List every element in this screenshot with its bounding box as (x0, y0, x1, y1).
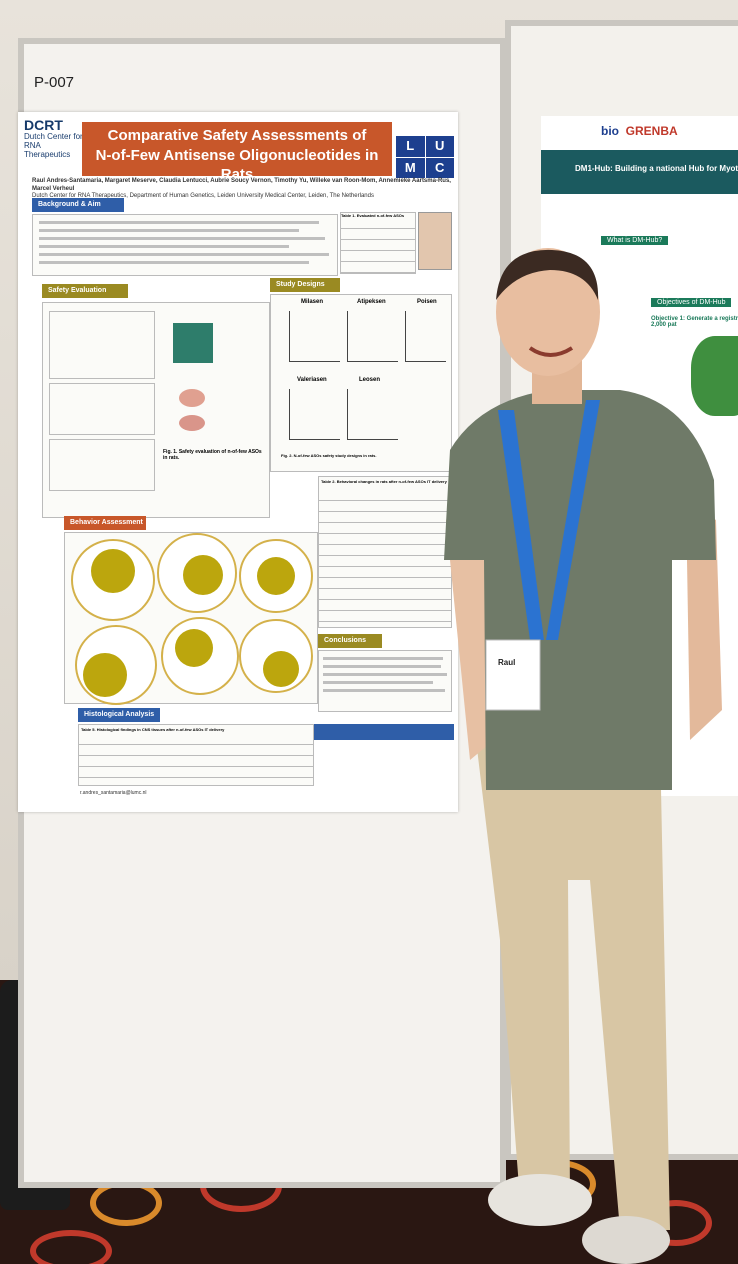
right-poster-subtitle-1: What is DM-Hub? (601, 236, 669, 245)
logo-grenba: GRENBA (625, 124, 678, 138)
right-poster-objective: Objective 1: Generate a registry of 2,00… (651, 316, 738, 328)
panel-valeriasen: Valeriasen (297, 377, 327, 383)
figure-1-caption: Fig. 1. Safety evaluation of n-of-few AS… (163, 449, 262, 461)
board-code: P-007 (34, 74, 75, 91)
logo-bio: bio (601, 124, 619, 138)
section-background: Background & Aim (32, 198, 124, 212)
panel-atipeksen: Atipeksen (357, 299, 386, 305)
lumc-logo: L U M C (396, 136, 454, 178)
right-poster-logos: bio GRENBA (601, 124, 678, 138)
figure-2-caption: Fig. 2. N-of-few ASOs safety study desig… (281, 453, 377, 458)
table-2-title: Table 2. Behavioral changes in rats afte… (321, 479, 447, 484)
logo-letter: C (425, 157, 454, 178)
section-histology: Histological Analysis (78, 708, 160, 722)
table-5-title: Table 5. Histological findings in CNS ti… (81, 727, 225, 732)
contact-email: r.andres_santamaria@lumc.nl (80, 790, 147, 796)
right-poster-title: DM1-Hub: Building a national Hub for Myo… (575, 164, 738, 173)
brain-illustration-2 (179, 415, 205, 431)
dcrt-logo: DCRT Dutch Center for RNA Therapeutics (24, 117, 88, 160)
logo-acronym: DCRT (24, 117, 63, 133)
background-text (32, 214, 338, 276)
section-conclusions: Conclusions (318, 634, 382, 648)
figure-2: Milasen Atipeksen Poisen Valeriasen Leos… (270, 294, 452, 472)
section-safety: Safety Evaluation (42, 284, 128, 298)
logo-letter: U (425, 136, 454, 157)
cage-illustration (173, 323, 213, 363)
right-poster-subtitle-2: Objectives of DM-Hub (651, 298, 732, 307)
name-badge-label: Raul (498, 658, 516, 667)
panel-poisen: Poisen (417, 299, 437, 305)
author-list: Raul Andres-Santamaria, Margaret Meserve… (32, 178, 452, 201)
research-poster: DCRT Dutch Center for RNA Therapeutics C… (18, 112, 458, 812)
logo-name: Dutch Center for RNA Therapeutics (24, 132, 83, 159)
title-line-1: Comparative Safety Assessments of (107, 127, 367, 144)
table-1: Table 1. Evaluated n-of-few ASOs (340, 212, 416, 274)
right-poster-title-bar: DM1-Hub: Building a national Hub for Myo… (541, 150, 738, 194)
section-study: Study Designs (270, 278, 340, 292)
panel-leosen: Leosen (359, 377, 381, 383)
funding-strip (314, 724, 454, 740)
table-2: Table 2. Behavioral changes in rats afte… (318, 476, 452, 628)
section-behavior: Behavior Assessment (64, 516, 146, 530)
panel-milasen: Milasen (301, 299, 324, 305)
authors: Raul Andres-Santamaria, Margaret Meserve… (32, 178, 451, 192)
table-5: Table 5. Histological findings in CNS ti… (78, 724, 314, 786)
affiliations: Dutch Center for RNA Therapeutics, Depar… (32, 193, 374, 199)
figure-1: Fig. 1. Safety evaluation of n-of-few AS… (42, 302, 270, 518)
presenter-person (444, 248, 722, 1264)
spain-map (691, 336, 738, 416)
brain-illustration (179, 389, 205, 407)
title-line-2: N-of-Few Antisense Oligonucleotides in R… (95, 146, 379, 184)
poster-title: Comparative Safety Assessments of N-of-F… (82, 122, 392, 183)
author-photo (418, 212, 452, 270)
table-1-title: Table 1. Evaluated n-of-few ASOs (341, 213, 405, 218)
logo-letter: M (396, 157, 425, 178)
logo-letter: L (396, 136, 425, 157)
behavior-diagram (64, 532, 318, 705)
conclusions-text (318, 650, 452, 712)
